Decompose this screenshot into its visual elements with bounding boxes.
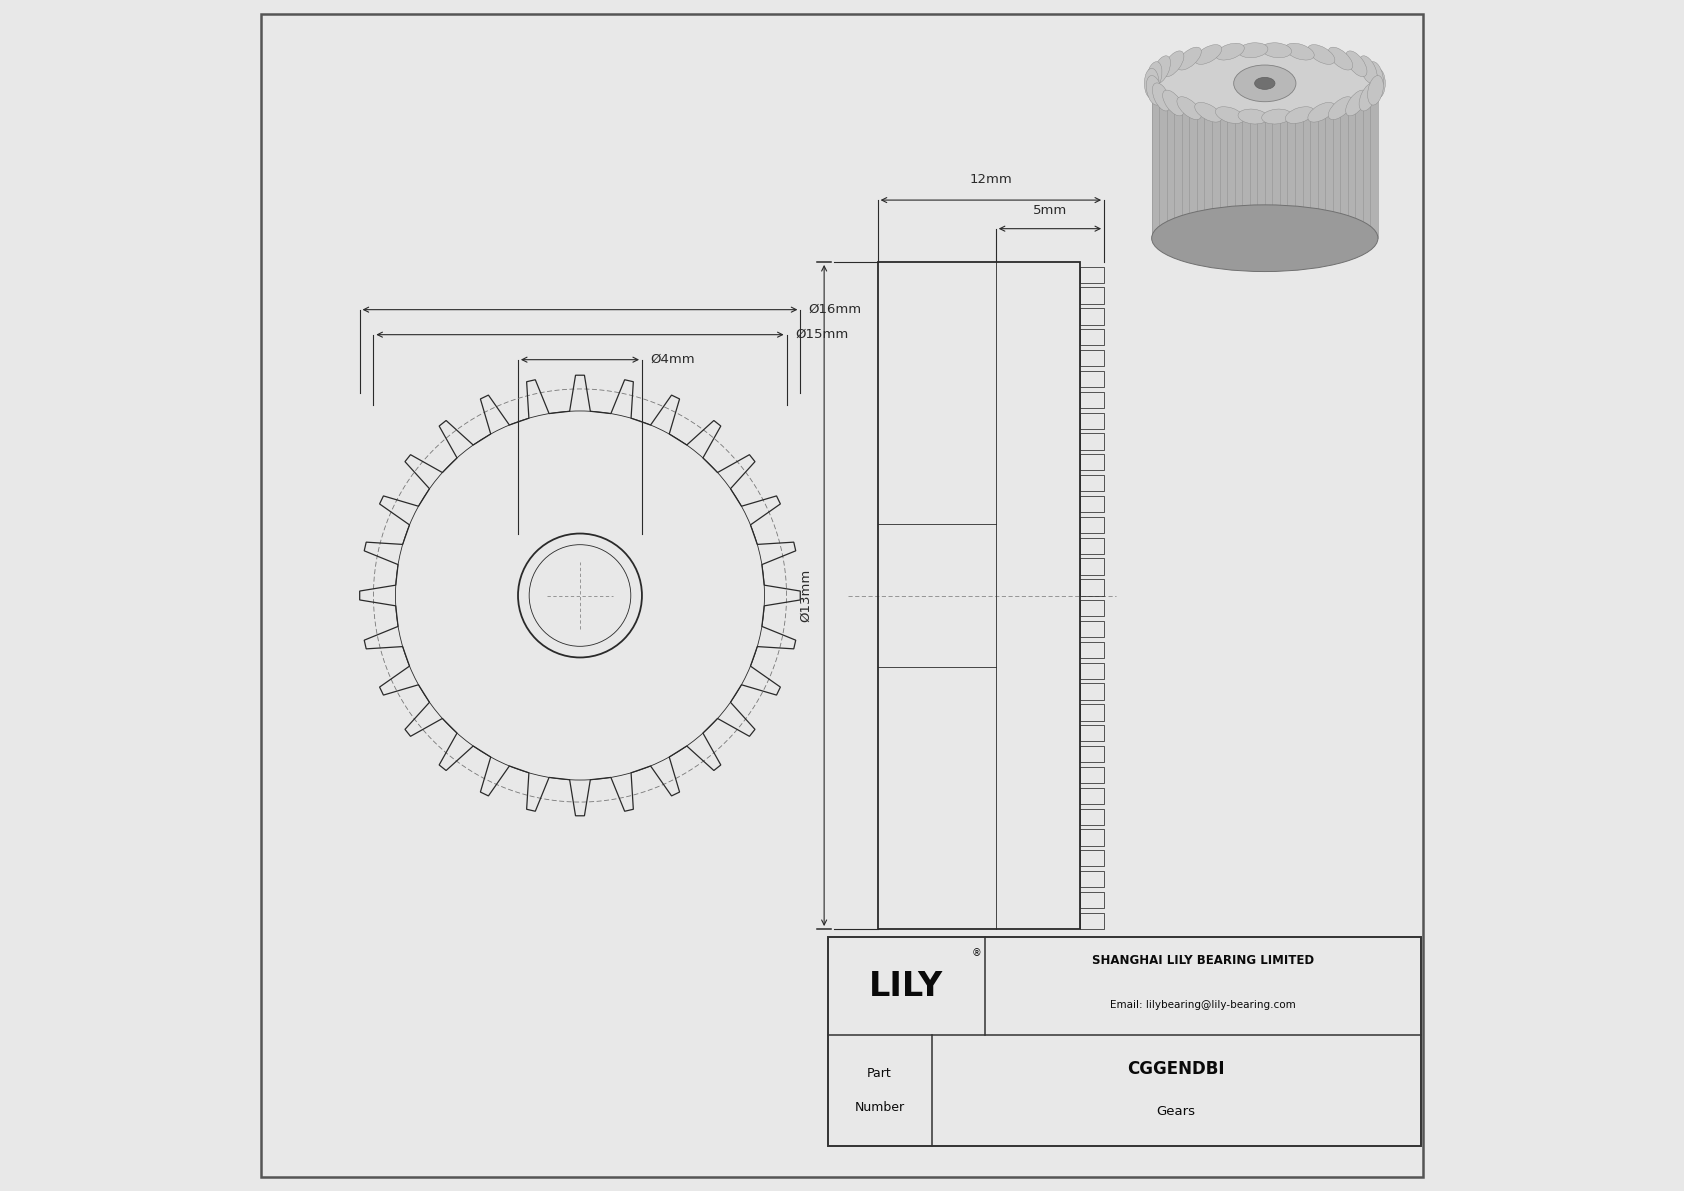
Ellipse shape — [1255, 77, 1275, 89]
Text: CGGENDBI: CGGENDBI — [1127, 1060, 1224, 1078]
Ellipse shape — [1329, 96, 1352, 119]
Ellipse shape — [1261, 110, 1292, 124]
Ellipse shape — [1329, 48, 1352, 70]
Ellipse shape — [1162, 91, 1184, 116]
Text: Gears: Gears — [1157, 1105, 1196, 1118]
Ellipse shape — [1162, 51, 1184, 76]
Text: 12mm: 12mm — [970, 173, 1012, 186]
Ellipse shape — [1285, 43, 1314, 60]
Ellipse shape — [1359, 83, 1378, 111]
Text: 5mm: 5mm — [1032, 204, 1068, 217]
Ellipse shape — [1238, 110, 1268, 124]
Ellipse shape — [1216, 43, 1244, 60]
Ellipse shape — [1145, 68, 1159, 99]
Text: Ø4mm: Ø4mm — [650, 354, 695, 366]
Text: Ø13mm: Ø13mm — [800, 569, 812, 622]
Ellipse shape — [1346, 51, 1367, 76]
Text: Number: Number — [854, 1100, 904, 1114]
Ellipse shape — [1367, 75, 1383, 105]
Text: Email: lilybearing@lily-bearing.com: Email: lilybearing@lily-bearing.com — [1110, 1000, 1295, 1010]
Text: Part: Part — [867, 1067, 893, 1080]
Ellipse shape — [1152, 56, 1170, 83]
Text: Ø15mm: Ø15mm — [795, 329, 849, 341]
Ellipse shape — [1177, 48, 1201, 70]
Text: LILY: LILY — [869, 969, 943, 1003]
Ellipse shape — [1359, 56, 1378, 83]
Ellipse shape — [1285, 107, 1314, 124]
Ellipse shape — [1147, 75, 1162, 105]
Text: ®: ® — [972, 948, 982, 958]
Ellipse shape — [1194, 44, 1221, 64]
Ellipse shape — [1261, 43, 1292, 57]
Polygon shape — [1152, 83, 1378, 238]
Ellipse shape — [1194, 102, 1221, 123]
Ellipse shape — [1152, 50, 1378, 117]
Ellipse shape — [1346, 91, 1367, 116]
Ellipse shape — [1177, 96, 1201, 119]
Text: Ø16mm: Ø16mm — [808, 304, 862, 316]
Ellipse shape — [1152, 83, 1170, 111]
Ellipse shape — [1308, 102, 1335, 123]
Ellipse shape — [1234, 66, 1297, 101]
Ellipse shape — [1238, 43, 1268, 57]
Ellipse shape — [1367, 62, 1383, 92]
Ellipse shape — [1371, 68, 1386, 99]
Ellipse shape — [1216, 107, 1244, 124]
Ellipse shape — [1152, 205, 1378, 272]
Text: SHANGHAI LILY BEARING LIMITED: SHANGHAI LILY BEARING LIMITED — [1091, 954, 1314, 967]
Ellipse shape — [1308, 44, 1335, 64]
Ellipse shape — [1147, 62, 1162, 92]
